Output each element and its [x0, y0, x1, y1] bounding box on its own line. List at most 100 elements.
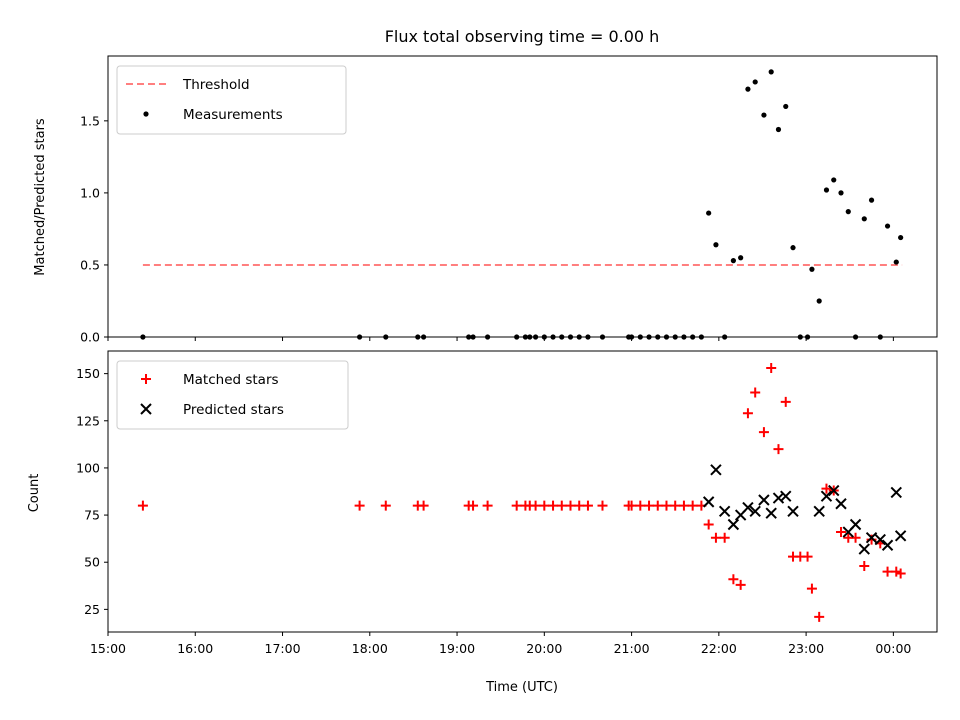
measurement-point	[745, 86, 751, 92]
matched-star-point	[644, 500, 655, 511]
matched-star-point	[850, 532, 861, 543]
matched-star-point	[539, 500, 550, 511]
measurement-point	[816, 298, 822, 304]
matched-star-point	[710, 532, 721, 543]
measurement-point	[790, 245, 796, 251]
predicted-star-point	[849, 518, 862, 531]
x-tick-label: 18:00	[352, 641, 388, 656]
measurement-point	[809, 266, 815, 272]
matched-star-point	[354, 500, 365, 511]
matched-star-point	[728, 574, 739, 585]
chart-title: Flux total observing time = 0.00 h	[385, 27, 660, 46]
matched-star-point	[556, 500, 567, 511]
matched-star-point	[468, 500, 479, 511]
measurement-point	[713, 242, 719, 248]
measurement-point	[845, 209, 851, 215]
predicted-star-point	[865, 531, 878, 544]
matched-star-point	[137, 500, 148, 511]
measurement-point	[783, 103, 789, 110]
matched-star-point	[687, 500, 698, 511]
measurement-point	[838, 190, 844, 196]
matched-star-point	[802, 551, 813, 562]
predicted-star-point	[742, 501, 754, 514]
top-legend: Threshold Measurements	[116, 65, 347, 135]
matched-star-point	[626, 500, 637, 511]
matched-star-point	[652, 500, 663, 511]
matched-star-point	[530, 500, 541, 511]
measurement-point	[738, 255, 744, 261]
matched-star-point	[780, 396, 791, 407]
top-panel: 0.0 0.5 1.0 1.5 Threshold Measurements	[80, 55, 938, 345]
predicted-star-point	[813, 505, 825, 518]
legend-measurement-swatch	[143, 111, 149, 117]
matched-star-point	[882, 566, 893, 577]
legend-entry-label: Matched stars	[183, 372, 279, 388]
bottom-y-tick-label: 75	[84, 508, 100, 523]
legend-predicted-swatch	[140, 403, 152, 415]
measurement-point	[730, 258, 736, 264]
matched-star-point	[548, 500, 559, 511]
top-y-tick-label: 0.5	[80, 257, 100, 272]
matched-star-point	[661, 500, 672, 511]
matched-star-point	[703, 519, 714, 530]
matched-star-point	[821, 483, 832, 494]
measurement-point	[868, 197, 875, 203]
measurement-point	[831, 177, 837, 183]
bottom-y-tick-label: 125	[76, 413, 100, 428]
matched-star-point	[418, 500, 429, 511]
bottom-panel: 15:00 16:00 17:00 18:00 19:00 20:00 21:00 22:00…	[76, 350, 938, 656]
predicted-star-point	[858, 543, 870, 555]
bottom-y-axis-label: Count	[27, 474, 42, 513]
matched-star-point	[582, 500, 593, 511]
top-axes-frame	[107, 55, 938, 338]
matched-star-point	[814, 611, 825, 622]
predicted-star-point	[749, 505, 761, 518]
matched-star-point	[806, 583, 817, 594]
measurement-point	[768, 69, 774, 75]
predicted-star-point	[758, 494, 770, 506]
bottom-y-tick-label: 150	[76, 366, 100, 381]
matched-star-point	[482, 500, 493, 511]
matched-star-point	[380, 500, 391, 511]
predicted-star-point	[828, 484, 840, 497]
matched-star-point	[742, 408, 753, 419]
predicted-star-point	[710, 464, 722, 476]
matched-star-point	[750, 387, 761, 398]
measurement-point	[898, 234, 904, 241]
bottom-y-tick-label: 50	[84, 555, 100, 570]
matched-star-point	[766, 362, 777, 373]
predicted-star-point	[727, 518, 740, 531]
predicted-star-point	[787, 505, 799, 518]
measurement-point	[861, 216, 867, 222]
predicted-star-point	[874, 533, 886, 546]
matched-star-point	[758, 427, 769, 438]
bottom-y-tick-label: 25	[84, 602, 100, 617]
bottom-legend: Matched stars Predicted stars	[116, 360, 349, 430]
predicted-star-point	[881, 539, 894, 551]
predicted-star-point	[820, 490, 833, 502]
legend-matched-swatch	[141, 374, 151, 384]
matched-star-point	[719, 532, 730, 543]
legend-entry-label: Threshold	[182, 77, 250, 93]
matched-star-point	[670, 500, 681, 511]
top-y-axis-label: Matched/Predicted stars	[33, 118, 48, 276]
x-tick-label: 21:00	[614, 641, 650, 656]
x-tick-label: 23:00	[788, 641, 824, 656]
measurement-point	[775, 126, 782, 133]
matched-star-point	[891, 566, 902, 577]
legend-entry-label: Measurements	[183, 107, 283, 123]
measurement-point	[884, 223, 891, 229]
bottom-y-tick-label: 100	[76, 460, 100, 475]
legend-entry-label: Predicted stars	[183, 402, 284, 418]
matched-star-point	[574, 500, 585, 511]
matched-star-point	[866, 534, 877, 545]
matched-star-point	[773, 444, 784, 455]
matched-star-point	[678, 500, 689, 511]
predicted-star-point	[835, 498, 847, 510]
matched-star-point	[511, 500, 522, 511]
matched-star-point	[836, 527, 847, 538]
matched-star-point	[635, 500, 646, 511]
matched-star-point	[895, 568, 906, 579]
predicted-star-point	[765, 507, 777, 519]
